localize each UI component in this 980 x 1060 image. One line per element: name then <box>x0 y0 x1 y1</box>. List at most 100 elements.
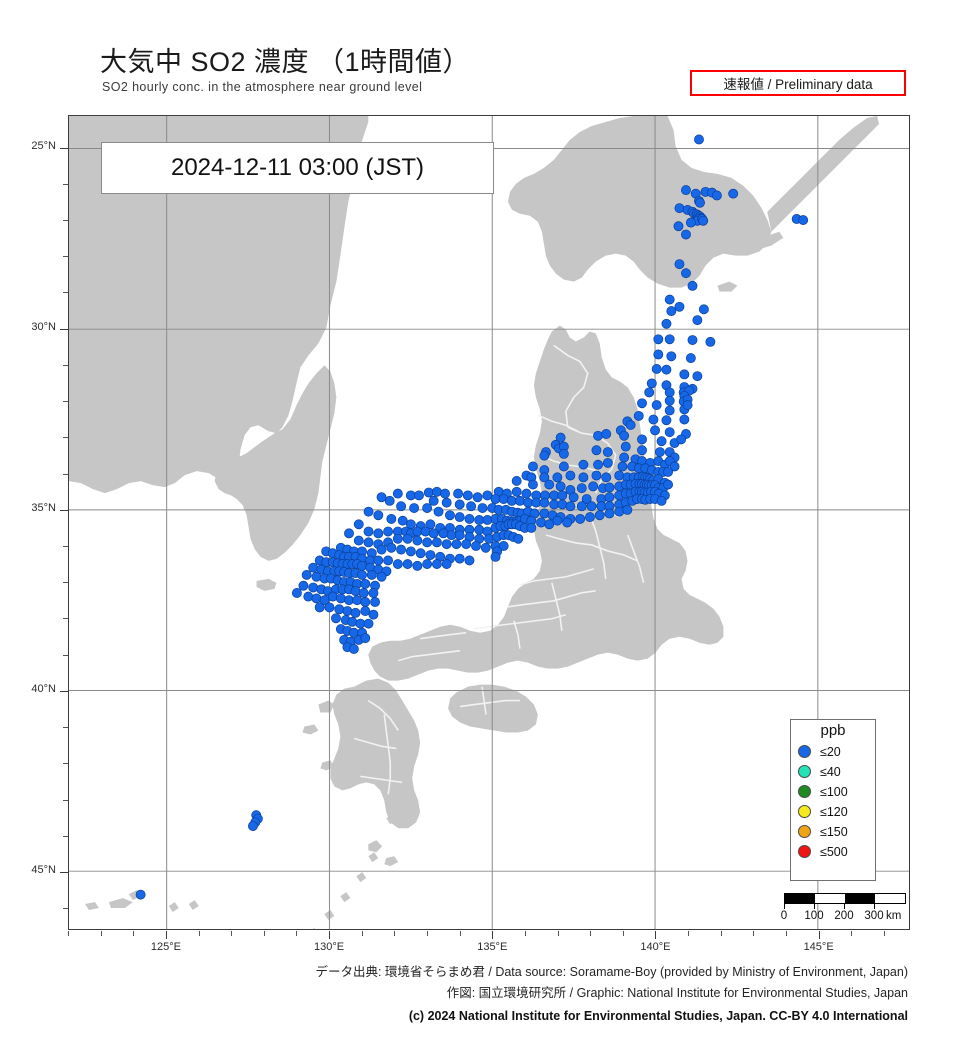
station-point[interactable] <box>685 353 696 364</box>
station-point[interactable] <box>651 400 662 411</box>
station-point[interactable] <box>633 410 644 421</box>
station-point[interactable] <box>303 591 314 602</box>
station-point[interactable] <box>558 461 569 472</box>
station-point[interactable] <box>441 559 452 569</box>
station-point[interactable] <box>728 188 739 199</box>
station-point[interactable] <box>363 618 374 629</box>
station-point[interactable] <box>360 633 371 644</box>
station-point[interactable] <box>384 495 395 506</box>
station-point[interactable] <box>353 519 364 530</box>
station-point[interactable] <box>431 486 442 497</box>
station-point[interactable] <box>593 430 604 441</box>
station-point[interactable] <box>428 495 439 506</box>
station-point[interactable] <box>594 510 605 521</box>
station-point[interactable] <box>431 559 442 569</box>
station-point[interactable] <box>555 481 566 492</box>
legend-item[interactable]: ≤100 <box>791 782 875 802</box>
station-point[interactable] <box>576 501 587 512</box>
station-point[interactable] <box>396 501 407 512</box>
station-point[interactable] <box>656 436 667 447</box>
station-point[interactable] <box>360 597 371 607</box>
station-point[interactable] <box>357 560 367 571</box>
station-point[interactable] <box>490 551 501 562</box>
station-point[interactable] <box>454 530 465 541</box>
station-point[interactable] <box>348 644 359 654</box>
station-point[interactable] <box>353 535 364 546</box>
station-point[interactable] <box>552 515 563 526</box>
station-point[interactable] <box>386 513 397 524</box>
station-point[interactable] <box>360 606 371 616</box>
map-plot-area[interactable]: 2024-12-11 03:00 (JST) ppb ≤20 ≤40 ≤100 ≤12… <box>68 115 910 930</box>
station-point[interactable] <box>405 546 416 557</box>
station-point[interactable] <box>604 492 615 503</box>
station-point[interactable] <box>383 526 394 537</box>
station-point[interactable] <box>617 461 628 472</box>
station-point[interactable] <box>438 528 449 539</box>
station-point[interactable] <box>422 537 433 548</box>
station-point[interactable] <box>664 334 675 345</box>
station-point[interactable] <box>620 441 631 452</box>
station-point[interactable] <box>661 415 672 426</box>
station-point[interactable] <box>601 429 612 439</box>
station-point[interactable] <box>412 535 423 546</box>
station-point[interactable] <box>653 334 664 345</box>
station-point[interactable] <box>644 387 655 398</box>
station-point[interactable] <box>646 378 657 389</box>
station-point[interactable] <box>392 488 403 499</box>
station-point[interactable] <box>602 457 613 468</box>
station-point[interactable] <box>441 497 452 508</box>
station-point[interactable] <box>441 539 452 550</box>
station-point[interactable] <box>637 434 647 445</box>
station-point[interactable] <box>396 544 407 555</box>
station-point[interactable] <box>694 134 704 145</box>
station-point[interactable] <box>308 562 319 573</box>
station-point[interactable] <box>681 229 691 240</box>
station-point[interactable] <box>440 488 450 499</box>
station-point[interactable] <box>586 501 597 512</box>
station-point[interactable] <box>482 490 493 501</box>
station-point[interactable] <box>342 606 353 616</box>
station-point[interactable] <box>472 492 483 503</box>
station-point[interactable] <box>685 217 696 228</box>
station-point[interactable] <box>422 559 433 569</box>
station-point[interactable] <box>370 597 380 607</box>
station-point[interactable] <box>692 371 703 382</box>
station-point[interactable] <box>376 571 387 582</box>
station-point[interactable] <box>681 268 691 279</box>
station-point[interactable] <box>601 472 612 483</box>
station-point[interactable] <box>360 578 371 589</box>
station-point[interactable] <box>705 336 716 347</box>
station-point[interactable] <box>673 221 684 232</box>
station-point[interactable] <box>433 506 444 517</box>
station-point[interactable] <box>352 595 363 606</box>
station-point[interactable] <box>614 470 625 481</box>
station-point[interactable] <box>539 508 550 519</box>
station-point[interactable] <box>319 595 330 606</box>
station-point[interactable] <box>135 889 146 900</box>
station-point[interactable] <box>637 398 647 409</box>
station-point[interactable] <box>425 519 436 530</box>
station-point[interactable] <box>651 363 662 374</box>
station-point[interactable] <box>593 459 604 470</box>
station-point[interactable] <box>454 553 465 564</box>
station-point[interactable] <box>544 479 555 490</box>
station-point[interactable] <box>558 448 569 459</box>
station-point[interactable] <box>511 486 522 497</box>
station-point[interactable] <box>482 515 493 525</box>
station-point[interactable] <box>687 280 698 291</box>
station-point[interactable] <box>451 539 462 550</box>
station-point[interactable] <box>373 510 384 521</box>
station-point[interactable] <box>514 495 525 506</box>
station-point[interactable] <box>581 494 592 504</box>
station-point[interactable] <box>602 447 613 457</box>
station-point[interactable] <box>324 602 335 613</box>
station-point[interactable] <box>453 488 464 499</box>
station-point[interactable] <box>575 513 586 524</box>
station-point[interactable] <box>526 522 537 533</box>
station-point[interactable] <box>521 488 532 499</box>
station-point[interactable] <box>376 544 387 555</box>
station-point[interactable] <box>415 548 426 559</box>
station-point[interactable] <box>344 528 354 539</box>
station-point[interactable] <box>331 613 341 624</box>
station-point[interactable] <box>679 414 690 425</box>
